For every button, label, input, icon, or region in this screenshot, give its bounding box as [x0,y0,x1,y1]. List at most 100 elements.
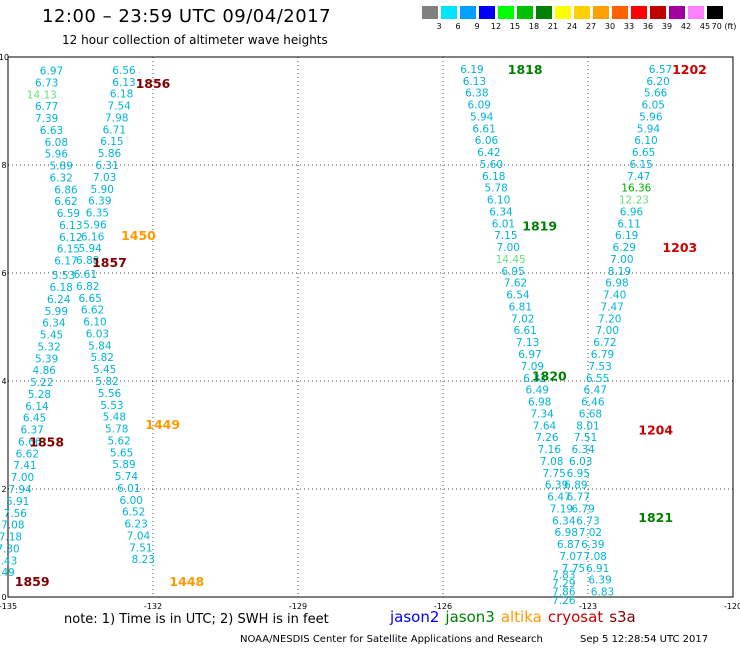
wave-height-value: 7.02 [579,527,602,539]
pass-number-label: 1202 [672,62,707,77]
wave-height-value: 7.51 [129,542,152,554]
pass-number-label: 1858 [29,434,64,449]
wave-height-value: 6.01 [492,218,515,230]
wave-height-value: 6.73 [35,77,58,89]
wave-height-value: 6.13 [59,220,82,232]
wave-height-value: 5.86 [98,148,122,160]
wave-height-value: 6.98 [555,527,578,539]
wave-height-value: 7.03 [93,172,116,184]
wave-height-value: 5.65 [110,447,133,459]
pass-number-label: 1820 [532,369,567,384]
color-scale-label: 24 [566,22,578,31]
wave-height-value: 5.94 [470,111,494,123]
wave-height-value: 8.43 [0,555,17,567]
color-scale-label: 42 [680,22,692,31]
color-swatch [460,6,476,19]
wave-height-value: 6.14 [25,401,49,413]
wave-height-value: 14.13 [27,89,57,101]
wave-height-value: 6.62 [16,448,39,460]
wave-height-value: 5.84 [88,340,112,352]
color-scale-label: 30 [604,22,616,31]
wave-height-value: 7.15 [494,230,517,242]
wave-height-value: 7.56 [4,508,28,520]
wave-height-value: 7.29 [552,578,575,590]
wave-height-value: 5.48 [103,412,126,424]
pass-number-label: 1203 [662,240,697,255]
wave-height-value: 7.00 [11,472,34,484]
wave-height-plot: -135 -132 -129 -126 -123 -12002468106.976.731… [0,53,740,611]
wave-height-value: 7.30 [0,543,20,555]
wave-height-value: 7.18 [0,532,22,544]
wave-height-value: 5.28 [28,389,51,401]
wave-height-value: 6.20 [646,76,669,88]
wave-height-value: 7.98 [105,112,128,124]
satellite-legend: jason2 jason3 altika cryosat s3a [390,608,642,626]
y-tick-label: 8 [1,161,6,170]
wave-height-value: 6.59 [57,208,80,220]
color-swatch [536,6,552,19]
wave-height-value: 6.56 [112,65,136,77]
wave-height-value: 6.34 [42,318,66,330]
color-swatch [631,6,647,19]
wave-height-value: 6.19 [460,64,483,76]
wave-height-value: 6.65 [632,147,655,159]
wave-height-value: 6.52 [122,507,145,519]
wave-height-value: 6.57 [649,64,672,76]
wave-height-value: 5.89 [112,459,135,471]
y-tick-label: 6 [1,269,6,278]
wave-height-value: 6.10 [487,195,510,207]
wave-height-value: 8.23 [132,554,155,566]
wave-height-value: 5.53 [100,400,123,412]
wave-height-value: 7.47 [627,171,650,183]
wave-height-value: 7.75 [542,468,565,480]
wave-height-value: 6.68 [579,408,602,420]
wave-height-value: 6.15 [57,244,80,256]
wave-height-value: 6.87 [557,539,580,551]
wave-height-value: 6.46 [581,397,605,409]
x-tick-label: -126 [434,602,452,611]
color-swatch [517,6,533,19]
pass-number-label: 1448 [169,574,204,589]
wave-height-value: 7.34 [530,408,554,420]
wave-height-value: 7.86 [552,587,576,599]
wave-height-value: 6.98 [528,397,551,409]
wave-height-value: 6.13 [112,77,135,89]
color-swatch [574,6,590,19]
wave-height-value: 16.36 [621,183,651,195]
x-tick-label: -120 [724,602,740,611]
wave-height-value: 5.45 [40,330,63,342]
wave-height-value: 7.51 [574,432,597,444]
color-scale-label: 3 [436,22,442,31]
wave-height-value: 7.64 [533,420,557,432]
wave-height-value: 6.12 [59,232,82,244]
color-scale-label: 45 [699,22,711,31]
y-tick-label: 4 [1,377,6,386]
wave-height-value: 5.89 [49,161,72,173]
wave-height-value: 7.75 [562,563,585,575]
wave-height-value: 6.18 [110,89,133,101]
wave-height-value: 6.39 [581,539,604,551]
wave-height-value: 6.47 [547,492,570,504]
wave-height-value: 6.08 [45,137,68,149]
generation-timestamp: Sep 5 12:28:54 UTC 2017 [580,634,709,645]
color-swatch [422,6,438,19]
wave-height-value: 7.41 [13,460,36,472]
color-scale-label: 9 [474,22,480,31]
wave-height-value: 6.01 [117,483,140,495]
wave-height-value: 7.00 [596,325,619,337]
chart-subtitle: 12 hour collection of altimeter wave hei… [62,33,328,47]
color-scale-label: 18 [528,22,540,31]
legend-entry-cryosat: cryosat [547,608,604,626]
color-scale-label: 21 [547,22,559,31]
wave-height-value: 6.31 [95,160,118,172]
color-swatch [555,6,571,19]
pass-number-label: 1449 [145,417,180,432]
wave-height-value: 6.00 [120,495,143,507]
wave-height-value: 6.62 [54,196,77,208]
x-tick-label: -123 [579,602,597,611]
color-scale-label: 6 [455,22,461,31]
wave-height-value: 5.39 [35,353,58,365]
wave-height-value: 6.34 [489,206,513,218]
wave-height-value: 5.22 [30,377,53,389]
x-tick-label: -132 [144,602,162,611]
